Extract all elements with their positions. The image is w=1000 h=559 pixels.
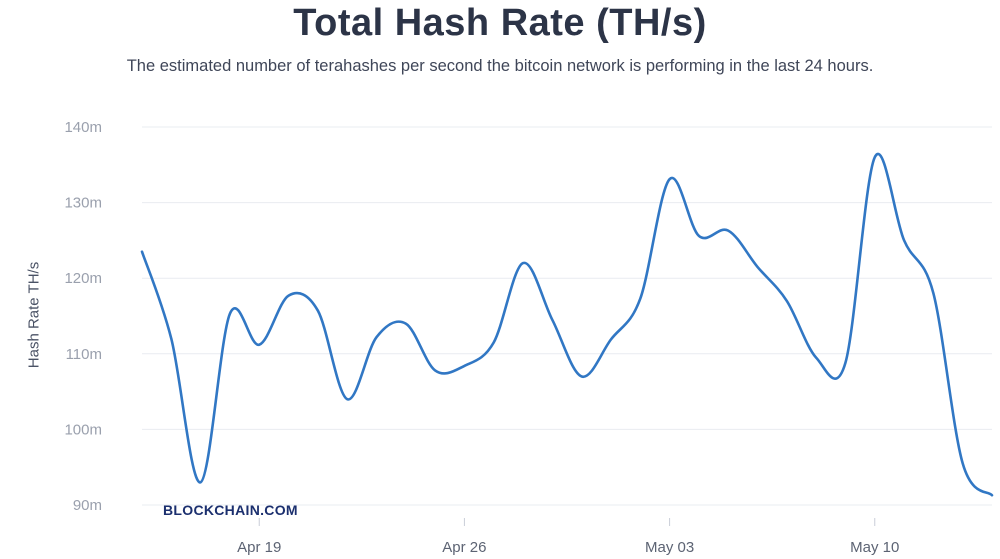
data-point [668, 178, 671, 181]
chart-subtitle: The estimated number of terahashes per s… [126, 57, 874, 75]
data-point [815, 356, 818, 359]
data-point [463, 365, 466, 368]
data-point [404, 322, 407, 325]
y-tick-label: 140m [64, 119, 102, 136]
data-point [932, 292, 935, 295]
y-tick-label: 90m [73, 497, 102, 514]
data-point [727, 229, 730, 232]
data-point [346, 398, 349, 401]
data-point [639, 297, 642, 300]
data-point [961, 462, 964, 465]
data-point [375, 336, 378, 339]
data-point [786, 300, 789, 303]
data-point [903, 239, 906, 242]
y-axis-ticks: 90m 100m 110m 120m 130m 140m [64, 119, 102, 514]
data-point [141, 250, 144, 253]
data-point [258, 343, 261, 346]
data-point [492, 341, 495, 344]
data-point [756, 266, 759, 269]
series-lines [140, 152, 994, 497]
y-tick-label: 100m [64, 421, 102, 438]
data-point [844, 362, 847, 365]
data-point [580, 375, 583, 378]
data-point [991, 494, 994, 497]
grid-lines [142, 126, 992, 506]
y-tick-label: 130m [64, 195, 102, 212]
data-point [610, 338, 613, 341]
x-tick-label: May 10 [850, 539, 899, 556]
x-tick-label: Apr 26 [442, 539, 486, 556]
data-point [434, 369, 437, 372]
y-tick-label: 120m [64, 270, 102, 287]
x-axis: Apr 19 Apr 26 May 03 May 10 [237, 518, 899, 556]
data-point [317, 309, 320, 312]
data-point [522, 262, 525, 265]
data-point [873, 156, 876, 159]
data-point [551, 318, 554, 321]
x-tick-label: Apr 19 [237, 539, 281, 556]
series-line [140, 152, 994, 497]
data-point [287, 294, 290, 297]
data-point [229, 312, 232, 315]
chart-title: Total Hash Rate (TH/s) [293, 2, 707, 44]
y-tick-label: 110m [66, 346, 102, 363]
data-point [698, 235, 701, 238]
blockchain-logo: BLOCKCHAIN.COM [163, 502, 298, 518]
x-tick-label: May 03 [645, 539, 694, 556]
data-point [199, 481, 202, 484]
data-point [170, 337, 173, 340]
